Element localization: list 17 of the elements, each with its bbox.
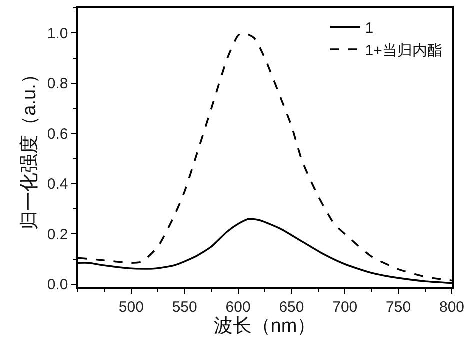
x-tick-label: 650 [279, 298, 304, 316]
y-tick-label: 0.6 [47, 126, 68, 143]
x-tick-label: 600 [226, 298, 251, 316]
legend-label: 1 [365, 20, 374, 37]
y-axis-title: 归一化强度（a.u.） [18, 65, 41, 230]
y-tick-label: 0.4 [47, 176, 68, 194]
legend-label: 1+当归内酯 [365, 42, 442, 60]
x-tick-label: 750 [386, 298, 412, 316]
x-axis-title: 波长（nm） [214, 316, 316, 338]
y-tick-label: 0.0 [47, 276, 68, 294]
y-tick-label: 1.0 [47, 25, 68, 42]
y-tick-label: 0.8 [47, 76, 68, 93]
x-tick-label: 500 [118, 298, 144, 316]
x-tick-label: 800 [439, 298, 465, 316]
x-tick-label: 700 [332, 298, 358, 316]
x-tick-label: 550 [172, 298, 198, 316]
y-tick-label: 0.2 [47, 226, 68, 244]
